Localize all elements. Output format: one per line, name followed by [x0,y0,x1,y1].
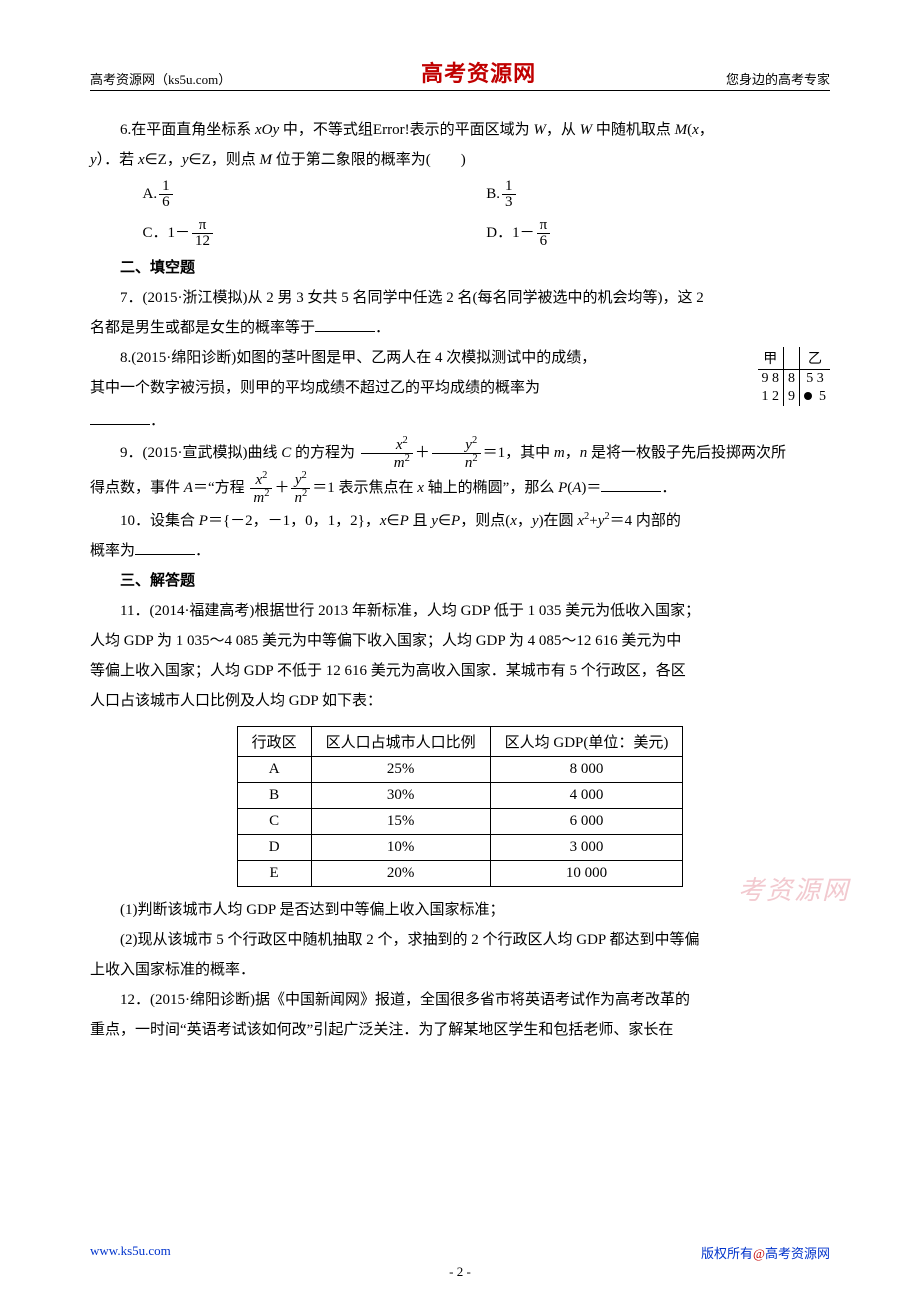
table-row: B30%4 000 [237,783,683,809]
page-footer: www.ks5u.com 版权所有@高考资源网 [90,1243,830,1262]
q10-line2: 概率为． [90,536,830,566]
q6-choice-A: A.16 [143,175,487,214]
footer-url: www.ks5u.com [90,1243,171,1262]
stem-r2-left: 1 2 [758,388,784,406]
table-row: E20%10 000 [237,861,683,887]
stem-r2-right: 5 [800,388,831,406]
q9-line1: 9．(2015·宣武模拟)曲线 C 的方程为 x2m2＋y2n2＝1，其中 m，… [90,436,830,471]
q6-choice-D: D．1－π6 [486,214,830,253]
q6-choices-row2: C．1－π12 D．1－π6 [143,214,831,253]
header-left: 高考资源网（ks5u.com） [90,69,231,88]
th-gdp: 区人均 GDP(单位：美元) [490,727,683,757]
q11-line2: 人均 GDP 为 1 035～4 085 美元为中等偏下收入国家；人均 GDP … [90,626,830,656]
footer-copyright: 版权所有@高考资源网 [701,1243,830,1262]
q8-stemleaf-table: 甲 乙 9 8 8 5 3 1 2 9 5 [758,347,831,406]
table-header-row: 行政区 区人口占城市人口比例 区人均 GDP(单位：美元) [237,727,683,757]
page-number: - 2 - [0,1264,920,1280]
q9-blank [601,477,661,492]
stem-head-right: 乙 [800,347,831,370]
q12-line2: 重点，一时间“英语考试该如何改”引起广泛关注．为了解某地区学生和包括老师、家长在 [90,1015,830,1045]
q8-line2: 其中一个数字被污损，则甲的平均成绩不超过乙的平均成绩的概率为 [90,373,830,403]
section2-heading: 二、填空题 [90,253,830,283]
q11-line1: 11．(2014·福建高考)根据世行 2013 年新标准，人均 GDP 低于 1… [90,596,830,626]
q11-part2a: (2)现从该城市 5 个行政区中随机抽取 2 个，求抽到的 2 个行政区人均 G… [90,925,830,955]
header-right: 您身边的高考专家 [726,69,830,88]
q7-line2: 名都是男生或都是女生的概率等于． [90,313,830,343]
th-district: 行政区 [237,727,311,757]
stem-r2-mid: 9 [784,388,800,406]
stem-r1-left: 9 8 [758,370,784,389]
q10-line1: 10．设集合 P＝{－2，－1，0，1，2}，x∈P 且 y∈P，则点(x，y)… [90,506,830,536]
th-ratio: 区人口占城市人口比例 [311,727,490,757]
page-header: 高考资源网（ks5u.com） 高考资源网 您身边的高考专家 [90,56,830,91]
stem-r1-mid: 8 [784,370,800,389]
q8-blank [90,411,150,426]
q6-choice-B: B.13 [486,175,830,214]
q11-line3: 等偏上收入国家；人均 GDP 不低于 12 616 美元为高收入国家．某城市有 … [90,656,830,686]
q11-data-table: 行政区 区人口占城市人口比例 区人均 GDP(单位：美元) A25%8 000 … [237,726,684,887]
q9-line2: 得点数，事件 A＝“方程 x2m2＋y2n2＝1 表示焦点在 x 轴上的椭圆”，… [90,471,830,506]
q8-line3: ． [90,406,830,436]
stem-r1-right: 5 3 [800,370,831,389]
q11-part1: (1)判断该城市人均 GDP 是否达到中等偏上收入国家标准； [90,895,830,925]
table-row: D10%3 000 [237,835,683,861]
q6-choices-row1: A.16 B.13 [143,175,831,214]
smudge-dot [804,392,812,400]
table-row: C15%6 000 [237,809,683,835]
q10-blank [135,541,195,556]
header-center-logo: 高考资源网 [421,56,536,88]
q6-choice-C: C．1－π12 [143,214,487,253]
table-row: A25%8 000 [237,757,683,783]
q7-blank [315,318,375,333]
q6-line2: y）．若 x∈Z，y∈Z，则点 M 位于第二象限的概率为( ) [90,145,830,175]
q7-line1: 7．(2015·浙江模拟)从 2 男 3 女共 5 名同学中任选 2 名(每名同… [90,283,830,313]
q11-line4: 人口占该城市人口比例及人均 GDP 如下表： [90,686,830,716]
q6-line1: 6.在平面直角坐标系 xOy 中，不等式组Error!表示的平面区域为 W，从 … [90,115,830,145]
q8-line1: 8.(2015·绵阳诊断)如图的茎叶图是甲、乙两人在 4 次模拟测试中的成绩， [90,343,830,373]
section3-heading: 三、解答题 [90,566,830,596]
stem-head-left: 甲 [758,347,784,370]
q11-part2b: 上收入国家标准的概率． [90,955,830,985]
q12-line1: 12．(2015·绵阳诊断)据《中国新闻网》报道，全国很多省市将英语考试作为高考… [90,985,830,1015]
